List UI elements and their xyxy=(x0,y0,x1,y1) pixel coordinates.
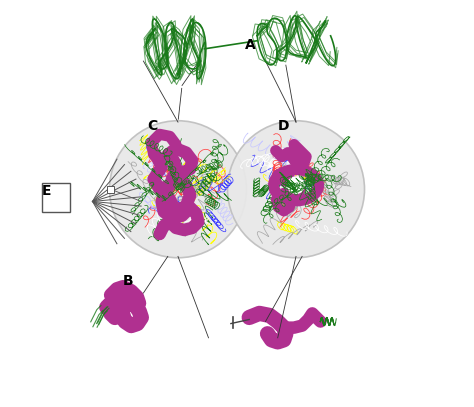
Text: D: D xyxy=(278,119,289,133)
Circle shape xyxy=(109,121,246,258)
Text: B: B xyxy=(123,274,134,288)
Bar xyxy=(42,183,70,212)
Text: C: C xyxy=(147,119,158,133)
Ellipse shape xyxy=(149,160,173,172)
Ellipse shape xyxy=(267,160,291,172)
Bar xyxy=(107,186,114,193)
Circle shape xyxy=(228,121,365,258)
Circle shape xyxy=(287,176,305,194)
Text: A: A xyxy=(245,38,256,52)
Text: E: E xyxy=(42,184,51,198)
